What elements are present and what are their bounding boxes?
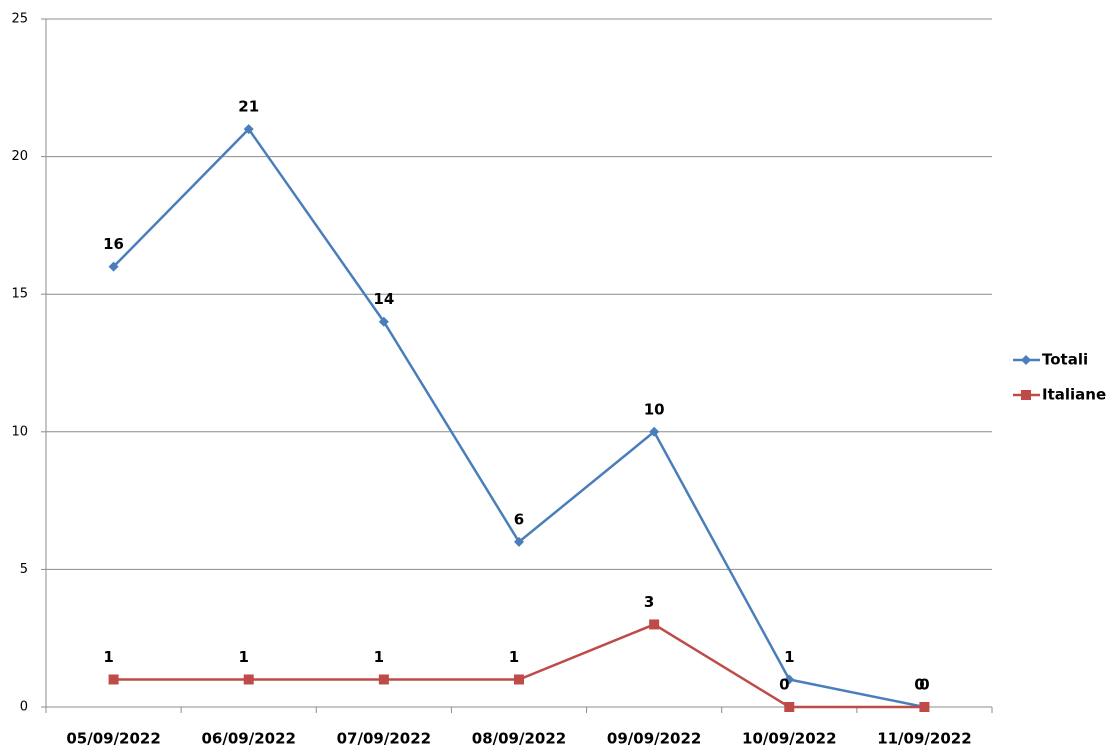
- marker: [108, 674, 119, 685]
- y-tick-label: 20: [11, 149, 28, 164]
- y-tick-label: 15: [11, 287, 28, 302]
- legend-label: Italiane: [1042, 386, 1106, 404]
- data-label: 0: [779, 676, 789, 694]
- marker: [784, 702, 795, 712]
- data-label: 0: [919, 676, 929, 694]
- legend-label: Totali: [1042, 351, 1088, 369]
- data-label: 21: [238, 98, 259, 116]
- marker: [243, 124, 254, 135]
- x-tick-label: 11/09/2022: [877, 730, 971, 748]
- data-label: 0: [914, 676, 924, 694]
- marker: [649, 426, 660, 437]
- marker: [919, 702, 930, 712]
- x-tick-label: 07/09/2022: [337, 730, 431, 748]
- marker: [1021, 390, 1031, 400]
- data-label: 1: [784, 648, 794, 666]
- y-tick-label: 10: [11, 424, 28, 439]
- x-tick-label: 05/09/2022: [66, 730, 160, 748]
- x-tick-label: 09/09/2022: [607, 730, 701, 748]
- data-label: 1: [238, 648, 248, 666]
- marker: [243, 674, 254, 685]
- marker: [378, 316, 389, 327]
- marker: [108, 261, 119, 272]
- series-line: [112, 127, 925, 709]
- y-tick-label: 25: [11, 12, 28, 27]
- marker: [784, 674, 795, 685]
- y-tick-label: 5: [20, 562, 28, 577]
- data-label: 14: [373, 290, 394, 308]
- marker: [1021, 355, 1031, 365]
- marker: [514, 674, 524, 685]
- y-tick-label: 0: [20, 700, 28, 715]
- data-label: 1: [103, 648, 113, 666]
- data-label: 1: [374, 648, 384, 666]
- data-label: 3: [644, 593, 654, 611]
- data-label: 6: [514, 510, 524, 528]
- marker: [378, 674, 389, 685]
- data-label: 10: [644, 400, 665, 418]
- data-label: 1: [509, 648, 519, 666]
- x-tick-label: 08/09/2022: [472, 730, 566, 748]
- data-label: 16: [103, 235, 124, 253]
- x-tick-label: 06/09/2022: [201, 730, 295, 748]
- marker: [514, 536, 524, 547]
- x-tick-label: 10/09/2022: [742, 730, 836, 748]
- marker: [649, 619, 660, 630]
